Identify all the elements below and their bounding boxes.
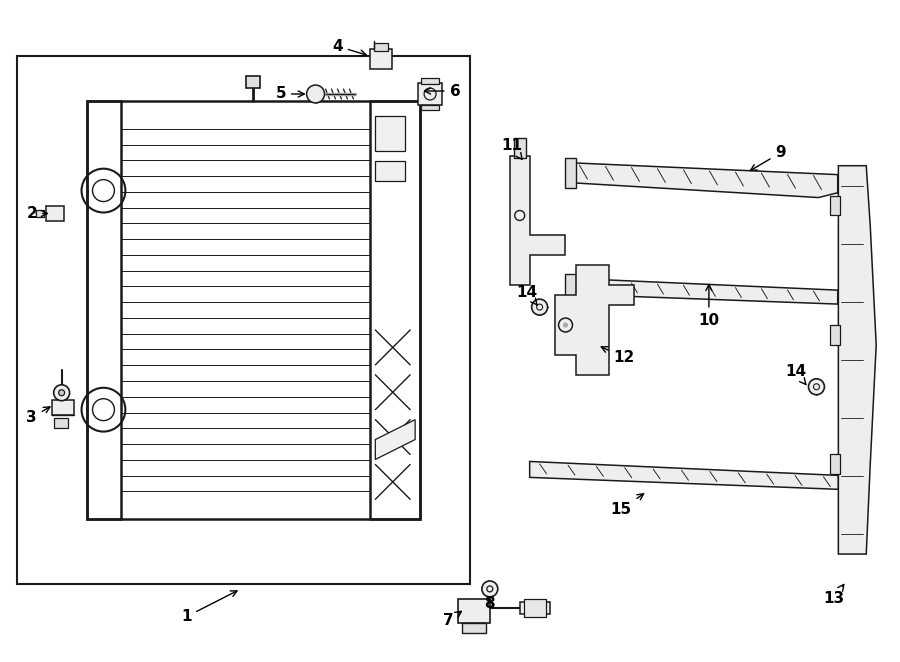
Circle shape xyxy=(482,581,498,597)
Bar xyxy=(54,418,68,428)
Bar xyxy=(519,602,550,614)
Text: 4: 4 xyxy=(332,38,366,56)
Text: 14: 14 xyxy=(516,285,537,305)
Text: 15: 15 xyxy=(611,494,644,517)
Bar xyxy=(564,274,577,298)
Bar xyxy=(564,158,577,187)
Bar xyxy=(51,400,74,414)
Bar xyxy=(421,78,439,84)
Text: 3: 3 xyxy=(26,407,50,425)
Text: 11: 11 xyxy=(501,138,522,160)
Polygon shape xyxy=(509,156,564,285)
Text: 12: 12 xyxy=(601,347,634,365)
Bar xyxy=(831,325,841,345)
Bar xyxy=(374,43,388,51)
Circle shape xyxy=(532,299,547,315)
Circle shape xyxy=(563,323,568,327)
Bar xyxy=(46,205,64,222)
Bar xyxy=(831,195,841,216)
Text: 2: 2 xyxy=(26,206,48,221)
Circle shape xyxy=(307,85,325,103)
Text: 5: 5 xyxy=(275,87,304,101)
Polygon shape xyxy=(375,420,415,459)
Polygon shape xyxy=(570,163,839,197)
Bar xyxy=(418,83,442,105)
Text: 6: 6 xyxy=(425,83,461,99)
Bar xyxy=(524,599,545,617)
Bar xyxy=(17,56,470,584)
Polygon shape xyxy=(570,278,839,304)
Circle shape xyxy=(808,379,824,395)
Text: 9: 9 xyxy=(751,145,786,171)
Bar xyxy=(514,138,526,158)
Bar xyxy=(246,76,260,88)
Text: 14: 14 xyxy=(785,364,806,385)
Bar xyxy=(370,101,420,519)
Text: 1: 1 xyxy=(181,591,237,624)
Text: 13: 13 xyxy=(823,585,844,606)
Bar xyxy=(375,116,405,151)
Polygon shape xyxy=(530,461,839,489)
Bar xyxy=(462,623,486,633)
Bar xyxy=(86,101,122,519)
Bar xyxy=(370,49,392,69)
Text: 10: 10 xyxy=(698,285,719,328)
Polygon shape xyxy=(839,166,877,554)
Bar xyxy=(831,455,841,475)
Polygon shape xyxy=(554,265,634,375)
Bar xyxy=(375,161,405,181)
Text: 7: 7 xyxy=(443,611,462,628)
Bar xyxy=(36,209,44,218)
Circle shape xyxy=(58,390,65,396)
Bar xyxy=(421,105,439,110)
Text: 8: 8 xyxy=(484,596,495,611)
Bar xyxy=(86,101,420,519)
Circle shape xyxy=(54,385,69,401)
Bar xyxy=(458,599,490,623)
